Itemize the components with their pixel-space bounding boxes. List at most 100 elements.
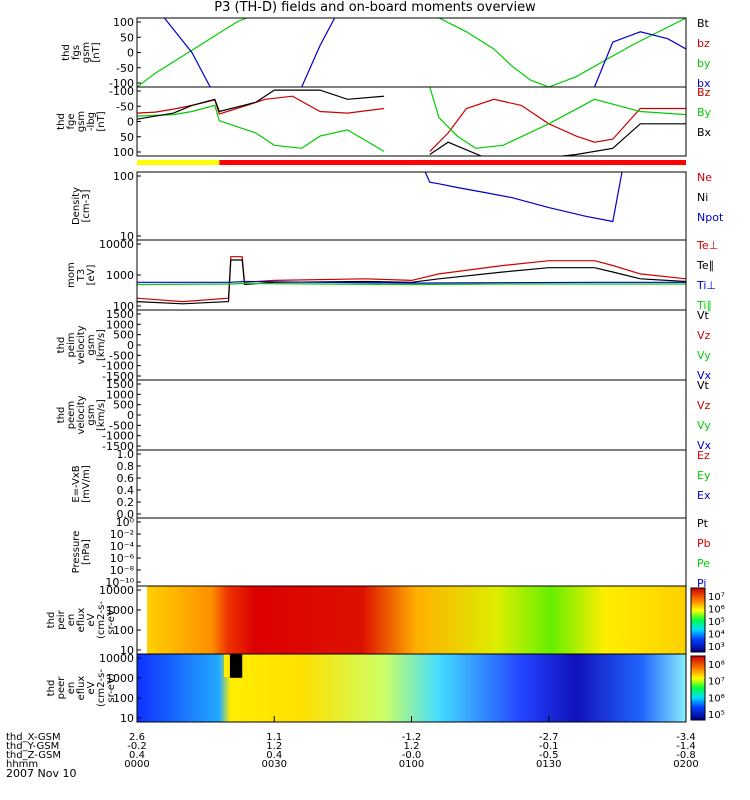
panel-fgs-hires-frame	[136, 86, 687, 157]
panel-peir-spectrogram-colorbar-tick: 10⁴	[708, 630, 725, 641]
footer-row-value: 0030	[262, 759, 287, 770]
panel-peer-spectrogram-edge	[223, 654, 230, 678]
panel-peir-spectrogram-ytick-label: 100	[113, 624, 134, 637]
panel-pressure-legend-0: Pt	[697, 517, 709, 530]
panel-fgs-ylabel-line: gsm	[81, 42, 92, 63]
footer-row-value: -3.4	[676, 732, 696, 743]
panel-peir-spectrogram-ylabel-line: thd	[46, 612, 57, 629]
panel-density-ytick-label: 100	[113, 170, 134, 183]
panel-density-ylabel-line: Density	[71, 187, 82, 225]
panel-peir-spectrogram-ylabel: thd peir en eflux eV (cm2-s-sr-eV)	[46, 601, 117, 639]
footer-row-value: -0.1	[539, 741, 559, 752]
panel-peer-spectrogram-ylabel-line: eflux	[76, 676, 87, 701]
footer-row-value: 2.6	[129, 732, 145, 743]
panel-mom-temp-ytick-label: 1000	[106, 269, 134, 282]
panel-peer-spectrogram-colorbar	[690, 655, 706, 721]
panel-fgs-series-0	[137, 18, 686, 87]
panel-fgs-legend-2: by	[697, 57, 711, 70]
panel-mom-temp-ytick-label: 10000	[99, 238, 134, 251]
panel-fgs-legend-1: bz	[697, 37, 710, 50]
panel-peem-velocity-legend-3: Vx	[697, 439, 712, 452]
panel-mom-temp-ytick-label: 100	[113, 300, 134, 313]
panel-density-ytick-label: 10	[120, 230, 134, 243]
panel-peim-velocity-legend-0: Vt	[697, 309, 710, 322]
panel-peim-velocity-ytick-label: -1000	[102, 360, 134, 373]
panel-density-frame	[136, 171, 687, 241]
panel-peer-spectrogram-colorbar-tick: 10⁶	[708, 693, 725, 704]
footer-row-value: 0.4	[266, 750, 282, 761]
panel-fgs-ytick-label: 100	[113, 16, 134, 29]
panel-fgs-ytick-label: 0	[127, 47, 134, 60]
panel-peer-spectrogram-ytick-label: 100	[113, 692, 134, 705]
panel-peim-velocity-ylabel-line: gsm	[86, 334, 97, 355]
panel-peer-spectrogram-fill	[137, 654, 686, 722]
panel-peem-velocity-ylabel-line: velocity	[76, 395, 87, 434]
panel-fgs-ylabel-line: fgs	[71, 45, 82, 60]
panel-peir-spectrogram-colorbar-tick: 10⁷	[708, 592, 725, 603]
footer-row-label: thd_Y-GSM	[6, 741, 59, 752]
panel-pressure-ytick-label: 10⁻⁶	[110, 552, 135, 565]
panel-peer-spectrogram-ytick-label: 10000	[99, 652, 134, 665]
panel-peim-velocity-legend-3: Vx	[697, 369, 712, 382]
panel-peir-spectrogram-ylabel-line: en	[66, 614, 77, 627]
footer-row-value: 1.1	[266, 732, 282, 743]
panel-fgs-legend-0: Bt	[697, 17, 710, 30]
panel-pressure-ytick-label: 10⁰	[116, 516, 135, 529]
panel-peim-velocity-ylabel: thd peim velocity gsm [km/s]	[56, 325, 107, 364]
panel-efield-ylabel-line: E=-VxB	[71, 465, 82, 502]
panel-peir-spectrogram-ytick-label: 10000	[99, 584, 134, 597]
panel-density-ylabel-line: [cm-3]	[81, 189, 92, 222]
panel-peim-velocity-legend-2: Vy	[697, 349, 711, 362]
panel-mom-temp-legend-2: Ti⊥	[696, 279, 716, 292]
panel-peim-velocity-ylabel-line: thd	[56, 337, 67, 354]
panel-efield-ytick-label: 0.0	[117, 508, 135, 521]
panel-fgs-hires-ylabel-line: fge	[66, 113, 77, 129]
panel-mom-temp-legend-1: Te∥	[696, 259, 714, 272]
panel-pressure-ylabel-line: Pressure	[71, 531, 82, 574]
panel-peir-spectrogram-colorbar-tick: 10⁵	[708, 617, 725, 628]
panel-fgs-hires-ytick-label: -50	[116, 100, 134, 113]
panel-peer-spectrogram-colorbar-tick: 10⁸	[708, 660, 725, 671]
panel-peir-spectrogram-colorbar	[690, 587, 706, 653]
footer-row-label: thd_X-GSM	[6, 732, 61, 743]
panel-fgs-hires-series-2	[137, 89, 686, 156]
panel-peem-velocity-ylabel-line: [km/s]	[96, 399, 107, 431]
panel-peer-spectrogram-colorbar-tick: 10⁷	[708, 677, 725, 688]
panel-peem-velocity-ytick-label: 1500	[106, 378, 134, 391]
panel-peim-velocity-ytick-label: 1500	[106, 308, 134, 321]
panel-peir-spectrogram-fill	[147, 586, 686, 654]
panel-fgs-hires-ylabel-line: -lbg	[86, 112, 97, 131]
footer-row-value: -0.2	[127, 741, 147, 752]
panel-peim-velocity-ytick-label: 0	[127, 339, 134, 352]
footer-row-value: -0.8	[676, 750, 696, 761]
panel-fgs-hires-ylabel: thd fge gsm -lbg [nT]	[56, 111, 107, 132]
panel-peir-spectrogram-colorbar-tick: 10⁶	[708, 605, 725, 616]
panel-mom-temp-ylabel-line: T3	[76, 269, 87, 282]
panel-efield-ytick-label: 0.6	[117, 472, 135, 485]
panel-peer-spectrogram-ylabel-line: eV	[86, 681, 97, 694]
panel-density-legend-0: Ne	[697, 171, 712, 184]
panel-efield-ylabel-line: [mV/m]	[81, 465, 92, 503]
panel-mom-temp-legend-3: Ti∥	[696, 299, 712, 312]
panel-efield-frame	[136, 449, 687, 519]
panel-peir-spectrogram-ylabel-line: eflux	[76, 608, 87, 633]
panel-pressure-legend-1: Pb	[697, 537, 711, 550]
footer-row-value: -1.4	[676, 741, 696, 752]
panel-fgs-hires-legend-0: Bz	[697, 86, 711, 99]
panel-fgs-hires-legend-1: By	[697, 106, 712, 119]
footer-row-value: 0200	[673, 759, 698, 770]
panel-efield-legend-1: Ey	[697, 469, 711, 482]
footer-row-value: -2.7	[539, 732, 559, 743]
panel-fgs-hires-ytick-label: 50	[120, 131, 134, 144]
panel-fgs-hires-series-0	[137, 95, 686, 152]
panel-efield-ytick-label: 0.2	[117, 496, 135, 509]
panel-density-ylabel: Density [cm-3]	[71, 187, 92, 225]
panel-peem-velocity-ylabel-line: thd	[56, 407, 67, 424]
panel-peim-velocity-ylabel-line: velocity	[76, 325, 87, 364]
panel-efield-ylabel: E=-VxB [mV/m]	[71, 465, 92, 503]
panel-peem-velocity-legend-0: Vt	[697, 379, 710, 392]
panel-peer-spectrogram-ylabel-line: sr-eV)	[106, 673, 117, 702]
panel-efield-ytick-label: 0.8	[117, 460, 135, 473]
panel-fgs-hires-status-bar-1	[219, 160, 686, 165]
